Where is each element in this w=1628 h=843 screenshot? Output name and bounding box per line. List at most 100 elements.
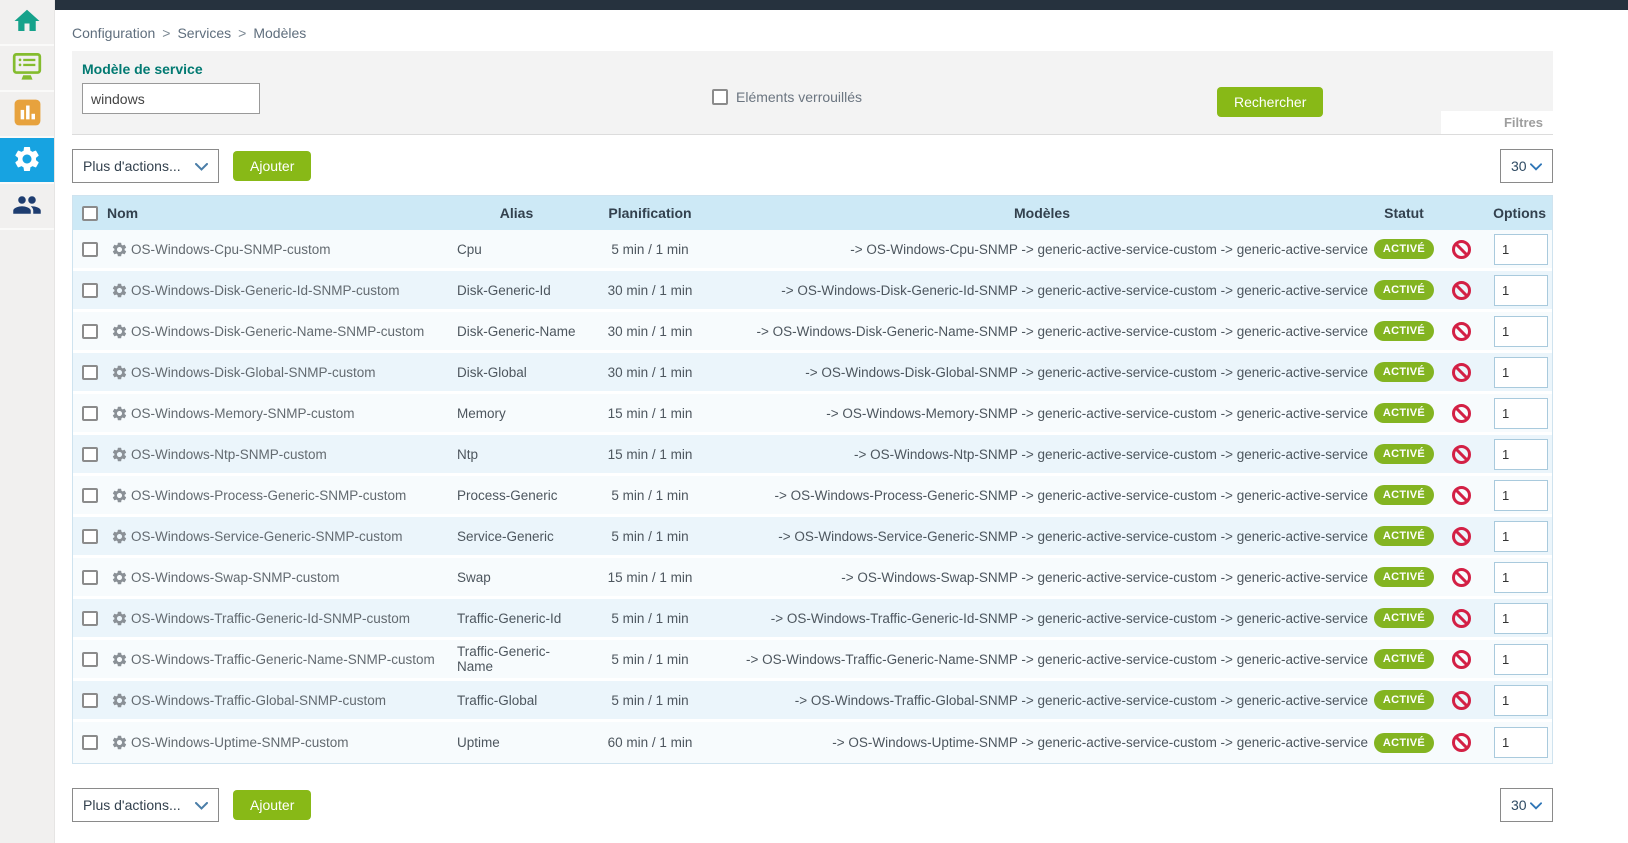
row-checkbox[interactable] bbox=[82, 446, 98, 462]
service-templates-chain: -> OS-Windows-Traffic-Global-SNMP -> gen… bbox=[794, 692, 1368, 708]
service-alias: Process-Generic bbox=[457, 487, 558, 503]
options-input[interactable] bbox=[1494, 233, 1548, 265]
service-name-link[interactable]: OS-Windows-Disk-Generic-Name-SNMP-custom bbox=[131, 323, 425, 339]
disable-icon[interactable] bbox=[1451, 485, 1471, 505]
status-badge: ACTIVÉ bbox=[1373, 239, 1435, 259]
options-input[interactable] bbox=[1494, 520, 1548, 552]
row-checkbox[interactable] bbox=[82, 692, 98, 708]
row-checkbox[interactable] bbox=[82, 364, 98, 380]
breadcrumb-modeles[interactable]: Modèles bbox=[253, 25, 307, 41]
service-name-link[interactable]: OS-Windows-Service-Generic-SNMP-custom bbox=[131, 528, 403, 544]
service-alias: Disk-Generic-Id bbox=[457, 282, 551, 298]
table-row: OS-Windows-Traffic-Generic-Name-SNMP-cus… bbox=[73, 640, 1552, 681]
disable-icon[interactable] bbox=[1451, 403, 1471, 423]
table-row: OS-Windows-Memory-SNMP-custom Memory 15 … bbox=[73, 394, 1552, 435]
service-name-link[interactable]: OS-Windows-Cpu-SNMP-custom bbox=[131, 241, 331, 257]
locked-elements-group: Eléments verrouillés bbox=[712, 89, 862, 105]
options-input[interactable] bbox=[1494, 479, 1548, 511]
service-gear-icon bbox=[107, 610, 131, 627]
options-input[interactable] bbox=[1494, 684, 1548, 716]
disable-icon[interactable] bbox=[1451, 690, 1471, 710]
table-row: OS-Windows-Uptime-SNMP-custom Uptime 60 … bbox=[73, 722, 1552, 763]
locked-elements-checkbox[interactable] bbox=[712, 89, 728, 105]
disable-icon[interactable] bbox=[1451, 280, 1471, 300]
service-name-link[interactable]: OS-Windows-Process-Generic-SNMP-custom bbox=[131, 487, 407, 503]
service-name-link[interactable]: OS-Windows-Swap-SNMP-custom bbox=[131, 569, 340, 585]
row-checkbox[interactable] bbox=[82, 735, 98, 750]
table-row: OS-Windows-Disk-Global-SNMP-custom Disk-… bbox=[73, 353, 1552, 394]
service-planification: 30 min / 1 min bbox=[607, 364, 693, 380]
disable-icon[interactable] bbox=[1451, 444, 1471, 464]
row-checkbox[interactable] bbox=[82, 569, 98, 585]
service-name-link[interactable]: OS-Windows-Traffic-Generic-Id-SNMP-custo… bbox=[131, 610, 411, 626]
status-badge: ACTIVÉ bbox=[1373, 732, 1435, 753]
service-name-link[interactable]: OS-Windows-Disk-Global-SNMP-custom bbox=[131, 364, 376, 380]
options-input[interactable] bbox=[1494, 602, 1548, 634]
service-gear-icon bbox=[107, 323, 131, 340]
add-button[interactable]: Ajouter bbox=[233, 151, 312, 181]
row-checkbox[interactable] bbox=[82, 282, 98, 298]
disable-icon[interactable] bbox=[1451, 362, 1471, 382]
sidebar-item-monitoring[interactable] bbox=[0, 46, 54, 92]
header-nom: Nom bbox=[107, 205, 139, 221]
sidebar-item-reporting[interactable] bbox=[0, 92, 54, 138]
status-badge: ACTIVÉ bbox=[1373, 444, 1435, 464]
header-statut: Statut bbox=[1384, 205, 1424, 221]
filters-tab[interactable]: Filtres bbox=[1441, 111, 1553, 134]
row-checkbox[interactable] bbox=[82, 651, 98, 667]
service-name-link[interactable]: OS-Windows-Traffic-Generic-Name-SNMP-cus… bbox=[131, 651, 435, 667]
top-toolbar: Plus d'actions... Ajouter 30 bbox=[72, 149, 1553, 183]
service-name-link[interactable]: OS-Windows-Memory-SNMP-custom bbox=[131, 405, 355, 421]
service-alias: Swap bbox=[457, 569, 491, 585]
more-actions-label: Plus d'actions... bbox=[83, 158, 181, 174]
status-badge: ACTIVÉ bbox=[1373, 567, 1435, 587]
disable-icon[interactable] bbox=[1451, 239, 1471, 259]
select-all-checkbox[interactable] bbox=[82, 205, 98, 221]
disable-icon[interactable] bbox=[1451, 567, 1471, 587]
service-gear-icon bbox=[107, 734, 131, 751]
status-badge: ACTIVÉ bbox=[1373, 403, 1435, 423]
service-template-search-input[interactable] bbox=[82, 83, 260, 114]
locked-elements-label: Eléments verrouillés bbox=[736, 89, 863, 105]
more-actions-label: Plus d'actions... bbox=[83, 797, 181, 813]
more-actions-select[interactable]: Plus d'actions... bbox=[72, 149, 219, 183]
add-button-bottom[interactable]: Ajouter bbox=[233, 790, 312, 820]
disable-icon[interactable] bbox=[1451, 321, 1471, 341]
breadcrumb-services[interactable]: Services bbox=[177, 25, 232, 41]
options-input[interactable] bbox=[1494, 274, 1548, 306]
breadcrumb-separator: > bbox=[238, 25, 247, 41]
options-input[interactable] bbox=[1494, 356, 1548, 388]
options-input[interactable] bbox=[1494, 727, 1548, 758]
service-name-link[interactable]: OS-Windows-Traffic-Global-SNMP-custom bbox=[131, 692, 387, 708]
header-alias: Alias bbox=[499, 205, 534, 221]
row-checkbox[interactable] bbox=[82, 610, 98, 626]
row-checkbox[interactable] bbox=[82, 241, 98, 257]
chevron-down-icon bbox=[1530, 158, 1542, 174]
search-button[interactable]: Rechercher bbox=[1217, 87, 1324, 117]
service-name-link[interactable]: OS-Windows-Disk-Generic-Id-SNMP-custom bbox=[131, 282, 400, 298]
row-checkbox[interactable] bbox=[82, 487, 98, 503]
service-name-link[interactable]: OS-Windows-Ntp-SNMP-custom bbox=[131, 446, 327, 462]
sidebar-item-configuration[interactable] bbox=[0, 138, 54, 184]
disable-icon[interactable] bbox=[1451, 649, 1471, 669]
row-checkbox[interactable] bbox=[82, 323, 98, 339]
disable-icon[interactable] bbox=[1451, 733, 1471, 752]
row-checkbox[interactable] bbox=[82, 405, 98, 421]
page-size-select[interactable]: 30 bbox=[1500, 149, 1553, 183]
options-input[interactable] bbox=[1494, 397, 1548, 429]
options-input[interactable] bbox=[1494, 438, 1548, 470]
sidebar-item-administration[interactable] bbox=[0, 184, 54, 230]
status-badge: ACTIVÉ bbox=[1373, 608, 1435, 628]
service-name-link[interactable]: OS-Windows-Uptime-SNMP-custom bbox=[131, 735, 349, 750]
disable-icon[interactable] bbox=[1451, 608, 1471, 628]
disable-icon[interactable] bbox=[1451, 526, 1471, 546]
service-alias: Uptime bbox=[457, 735, 500, 750]
page-size-select-bottom[interactable]: 30 bbox=[1500, 788, 1553, 822]
options-input[interactable] bbox=[1494, 315, 1548, 347]
sidebar-item-home[interactable] bbox=[0, 0, 54, 46]
options-input[interactable] bbox=[1494, 643, 1548, 675]
options-input[interactable] bbox=[1494, 561, 1548, 593]
breadcrumb-configuration[interactable]: Configuration bbox=[72, 25, 156, 41]
more-actions-select-bottom[interactable]: Plus d'actions... bbox=[72, 788, 219, 822]
row-checkbox[interactable] bbox=[82, 528, 98, 544]
